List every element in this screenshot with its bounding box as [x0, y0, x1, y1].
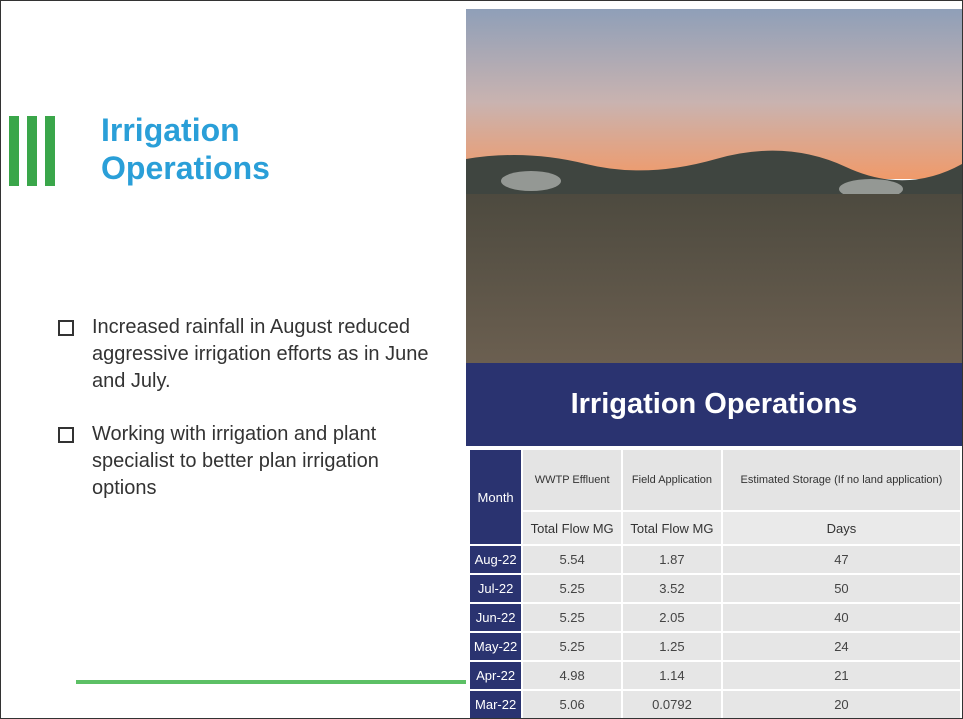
- accent-bar: [27, 116, 37, 186]
- value-cell: 5.25: [522, 574, 622, 603]
- value-cell: 1.25: [622, 632, 722, 661]
- accent-bar: [9, 116, 19, 186]
- month-cell: Jun-22: [469, 603, 522, 632]
- value-cell: 3.52: [622, 574, 722, 603]
- accent-bar: [45, 116, 55, 186]
- column-header: Estimated Storage (If no land applicatio…: [722, 449, 961, 511]
- column-subheader: Total Flow MG: [522, 511, 622, 545]
- column-header: Month: [469, 449, 522, 545]
- value-cell: 1.87: [622, 545, 722, 574]
- column-header: WWTP Effluent: [522, 449, 622, 511]
- value-cell: 4.98: [522, 661, 622, 690]
- value-cell: 47: [722, 545, 961, 574]
- bullet-list: Increased rainfall in August reduced agg…: [56, 314, 446, 528]
- value-cell: 2.05: [622, 603, 722, 632]
- value-cell: 5.25: [522, 632, 622, 661]
- value-cell: 5.06: [522, 690, 622, 719]
- value-cell: 50: [722, 574, 961, 603]
- value-cell: 21: [722, 661, 961, 690]
- month-cell: Aug-22: [469, 545, 522, 574]
- month-cell: Apr-22: [469, 661, 522, 690]
- photo: [466, 9, 962, 363]
- column-header: Field Application: [622, 449, 722, 511]
- bullet: Increased rainfall in August reduced agg…: [56, 314, 446, 395]
- slide-title: Irrigation Operations: [101, 111, 401, 187]
- column-subheader: Total Flow MG: [622, 511, 722, 545]
- month-cell: Jul-22: [469, 574, 522, 603]
- value-cell: 0.0792: [622, 690, 722, 719]
- value-cell: 40: [722, 603, 961, 632]
- slide: Irrigation Operations Increased rainfall…: [0, 0, 963, 719]
- value-cell: 20: [722, 690, 961, 719]
- column-subheader: Days: [722, 511, 961, 545]
- value-cell: 24: [722, 632, 961, 661]
- bullet: Working with irrigation and plant specia…: [56, 421, 446, 502]
- value-cell: 5.25: [522, 603, 622, 632]
- divider: [76, 680, 466, 684]
- month-cell: May-22: [469, 632, 522, 661]
- value-cell: 1.14: [622, 661, 722, 690]
- table-title: Irrigation Operations: [466, 363, 962, 446]
- month-cell: Mar-22: [469, 690, 522, 719]
- value-cell: 5.54: [522, 545, 622, 574]
